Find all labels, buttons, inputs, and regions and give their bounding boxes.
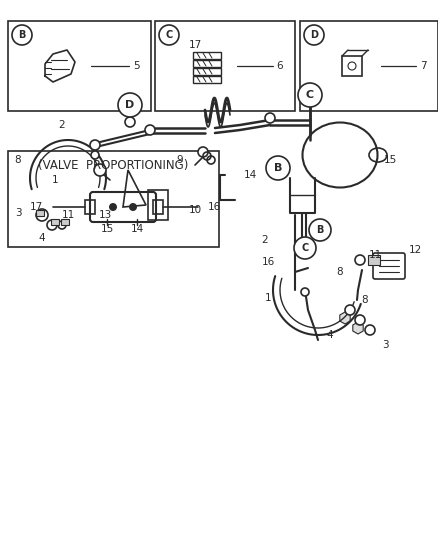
Text: 5: 5 [133,61,139,71]
Text: 8: 8 [362,295,368,305]
Circle shape [365,325,375,335]
Text: 7: 7 [420,61,426,71]
Bar [193,76,221,83]
Circle shape [90,140,100,150]
Text: C: C [306,90,314,100]
Circle shape [145,125,155,135]
Bar [61,219,69,225]
Circle shape [294,237,316,259]
Circle shape [298,83,322,107]
Text: 16: 16 [208,202,221,212]
Text: D: D [310,30,318,40]
Text: 8: 8 [337,267,343,277]
Bar [368,255,380,265]
Text: (VALVE  PROPORTIONING): (VALVE PROPORTIONING) [38,158,189,172]
Bar [193,68,221,75]
Circle shape [266,156,290,180]
Bar [85,200,95,214]
Bar [155,21,295,111]
Circle shape [355,315,365,325]
Text: 13: 13 [99,210,112,220]
Text: 2: 2 [261,235,268,245]
Text: 1: 1 [52,175,58,185]
Text: 14: 14 [131,224,144,234]
Text: 17: 17 [188,40,201,50]
Circle shape [309,219,331,241]
Text: 11: 11 [61,210,74,220]
Text: B: B [316,225,324,235]
Text: 3: 3 [15,208,21,218]
Text: 4: 4 [327,330,333,340]
Text: 3: 3 [381,340,389,350]
Bar [193,60,221,67]
Circle shape [109,203,117,211]
Circle shape [129,203,137,211]
Bar [8,151,219,247]
Circle shape [265,113,275,123]
Text: 15: 15 [383,155,397,165]
Text: 4: 4 [39,233,45,243]
Bar [300,21,438,111]
Text: 2: 2 [59,120,65,130]
Text: 8: 8 [15,155,21,165]
Text: 11: 11 [368,250,381,260]
Text: 9: 9 [177,155,184,165]
Text: 15: 15 [100,224,113,234]
Circle shape [345,305,355,315]
Circle shape [355,255,365,265]
Text: 10: 10 [188,205,201,215]
Text: B: B [18,30,26,40]
Text: C: C [301,243,309,253]
Bar [153,200,163,214]
Bar [51,219,59,225]
Bar [36,210,44,216]
Bar [148,190,168,220]
Circle shape [91,151,99,159]
Text: 17: 17 [30,202,43,212]
Text: 12: 12 [408,245,422,255]
Circle shape [198,147,208,157]
Circle shape [304,25,324,45]
Text: 6: 6 [277,61,283,71]
Text: 16: 16 [261,257,275,267]
Bar [8,21,151,111]
Circle shape [12,25,32,45]
Bar [193,52,221,59]
Circle shape [36,209,48,221]
Circle shape [301,288,309,296]
Text: 1: 1 [265,293,271,303]
Circle shape [159,25,179,45]
Text: 14: 14 [244,170,257,180]
Circle shape [47,220,57,230]
Text: D: D [125,100,134,110]
Circle shape [94,164,106,176]
Circle shape [58,221,66,229]
Bar [342,56,362,76]
Circle shape [118,93,142,117]
Circle shape [125,117,135,127]
Text: C: C [166,30,173,40]
Text: B: B [274,163,282,173]
